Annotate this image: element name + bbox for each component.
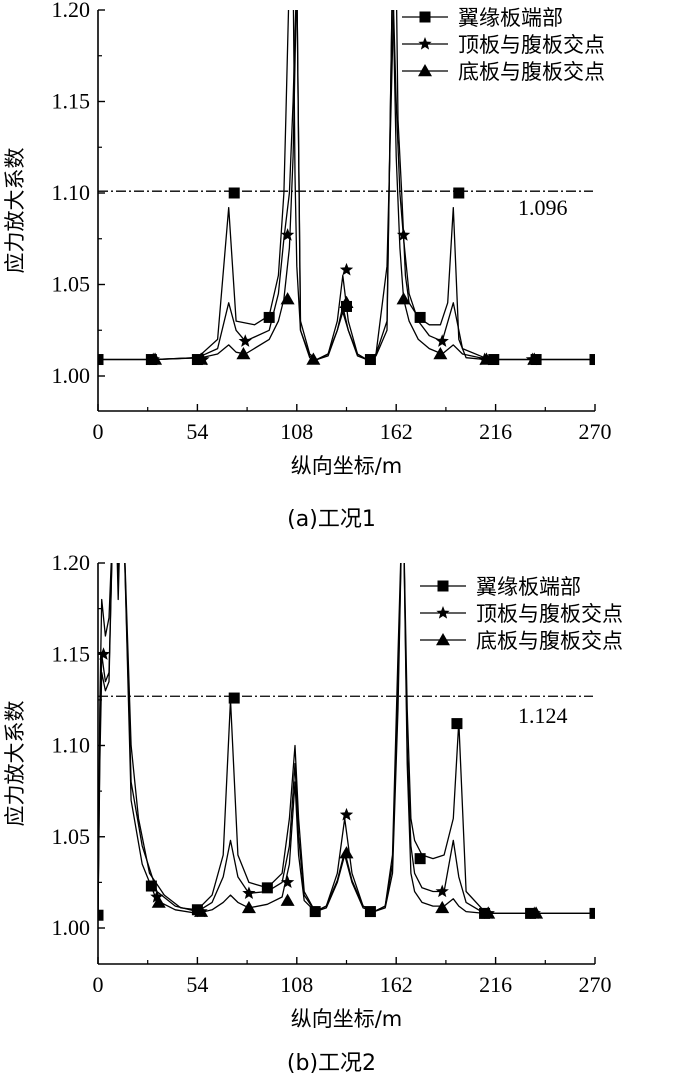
series-line-3 [98, 563, 595, 916]
data-point-square [589, 354, 595, 366]
series-line-1 [98, 563, 595, 916]
y-tick-label: 1.15 [52, 89, 91, 114]
x-tick-label: 54 [186, 972, 208, 997]
data-point-square [488, 354, 500, 366]
data-point-star [280, 228, 295, 241]
data-point-square [98, 909, 104, 921]
x-tick-label: 162 [380, 419, 413, 444]
legend-entry: 底板与腹板交点 [476, 629, 623, 653]
x-tick-label: 270 [579, 972, 612, 997]
chart-panel-1: 0 54 108 162 216 270 1.00 1.05 1.10 1.15 1.20 纵向坐标/… [3, 0, 650, 532]
data-point-triangle [236, 347, 251, 360]
data-point-square [414, 853, 426, 865]
data-point-square [145, 880, 157, 892]
y-tick-label: 1.10 [52, 180, 91, 205]
y-tick-label: 1.15 [52, 641, 91, 666]
legend-entry: 翼缘板端部 [458, 6, 563, 30]
series-line-2 [98, 563, 595, 916]
x-tick-label: 0 [93, 419, 104, 444]
data-point-star [435, 334, 449, 347]
data-point-triangle [396, 292, 411, 305]
x-tick-label: 54 [186, 419, 208, 444]
data-point-triangle [306, 352, 321, 365]
y-tick-label: 1.20 [52, 0, 91, 22]
data-point-star [280, 875, 295, 889]
x-tick-label: 108 [280, 972, 313, 997]
data-point-triangle [280, 292, 295, 305]
reference-line-label: 1.096 [518, 195, 568, 220]
x-tick-label: 108 [280, 419, 313, 444]
data-point-triangle [241, 900, 256, 914]
data-point-triangle [194, 352, 209, 365]
y-axis-title: 应力放大系数 [3, 701, 27, 827]
y-axis-title: 应力放大系数 [3, 148, 27, 274]
data-point-triangle [529, 906, 544, 919]
data-point-triangle [527, 352, 542, 365]
data-point-square [261, 882, 273, 894]
x-tick-label: 0 [93, 972, 104, 997]
figure-caption: (a)工况1 [287, 507, 376, 532]
data-point-square [228, 187, 240, 199]
y-tick-label: 1.10 [52, 733, 91, 758]
data-point-square [309, 906, 321, 918]
data-point-star [339, 807, 354, 821]
data-point-triangle [194, 904, 209, 917]
data-point-star [238, 334, 252, 347]
y-tick-label: 1.05 [52, 824, 91, 849]
x-tick-label: 270 [579, 419, 612, 444]
legend-entry: 顶板与腹板交点 [476, 602, 623, 626]
data-point-triangle [280, 893, 295, 906]
series-group [98, 563, 595, 921]
series-group [98, 10, 595, 366]
data-point-square [364, 906, 376, 918]
x-tick-label: 216 [479, 419, 512, 444]
data-point-square [414, 311, 426, 323]
legend-marker-triangle [418, 64, 432, 77]
data-point-triangle [151, 895, 166, 908]
x-tick-label: 162 [380, 972, 413, 997]
figure-caption: (b)工况2 [287, 1051, 376, 1076]
legend-marker-square [437, 580, 449, 592]
y-tick-label: 1.00 [52, 363, 91, 388]
legend-marker-square [419, 11, 431, 23]
data-point-star [396, 228, 411, 241]
data-point-square [453, 187, 465, 199]
legend-entry: 翼缘板端部 [476, 575, 581, 599]
x-axis-title: 纵向坐标/m [291, 1007, 403, 1031]
data-point-square [364, 354, 376, 366]
data-point-star [435, 884, 449, 898]
legend-entry: 底板与腹板交点 [458, 60, 605, 84]
data-point-triangle [435, 900, 450, 914]
data-point-square [263, 311, 275, 323]
data-point-square [228, 692, 240, 704]
y-tick-label: 1.20 [52, 550, 91, 575]
legend-marker-triangle [436, 633, 450, 646]
data-point-star [150, 889, 164, 903]
chart-panel-2: 0 54 108 162 216 270 1.00 1.05 1.10 1.15 1.20 纵向坐标/… [3, 550, 668, 1076]
x-tick-label: 216 [479, 972, 512, 997]
data-point-star [339, 262, 354, 276]
data-point-square [589, 907, 595, 919]
data-point-star [242, 886, 256, 899]
x-axis-title: 纵向坐标/m [291, 454, 403, 478]
data-point-square [98, 354, 104, 366]
y-tick-label: 1.05 [52, 272, 91, 297]
reference-line-label: 1.124 [518, 703, 568, 728]
data-point-triangle [479, 352, 494, 365]
data-point-star [98, 647, 111, 660]
legend-entry: 顶板与腹板交点 [458, 33, 605, 57]
data-point-triangle [433, 347, 448, 360]
data-point-triangle [481, 906, 496, 919]
legend-marker-star [418, 37, 432, 50]
y-tick-label: 1.00 [52, 915, 91, 940]
data-point-triangle [339, 295, 354, 309]
data-point-triangle [339, 846, 354, 859]
data-point-square [451, 718, 463, 730]
data-point-triangle [148, 352, 163, 365]
legend-marker-star [436, 606, 450, 619]
